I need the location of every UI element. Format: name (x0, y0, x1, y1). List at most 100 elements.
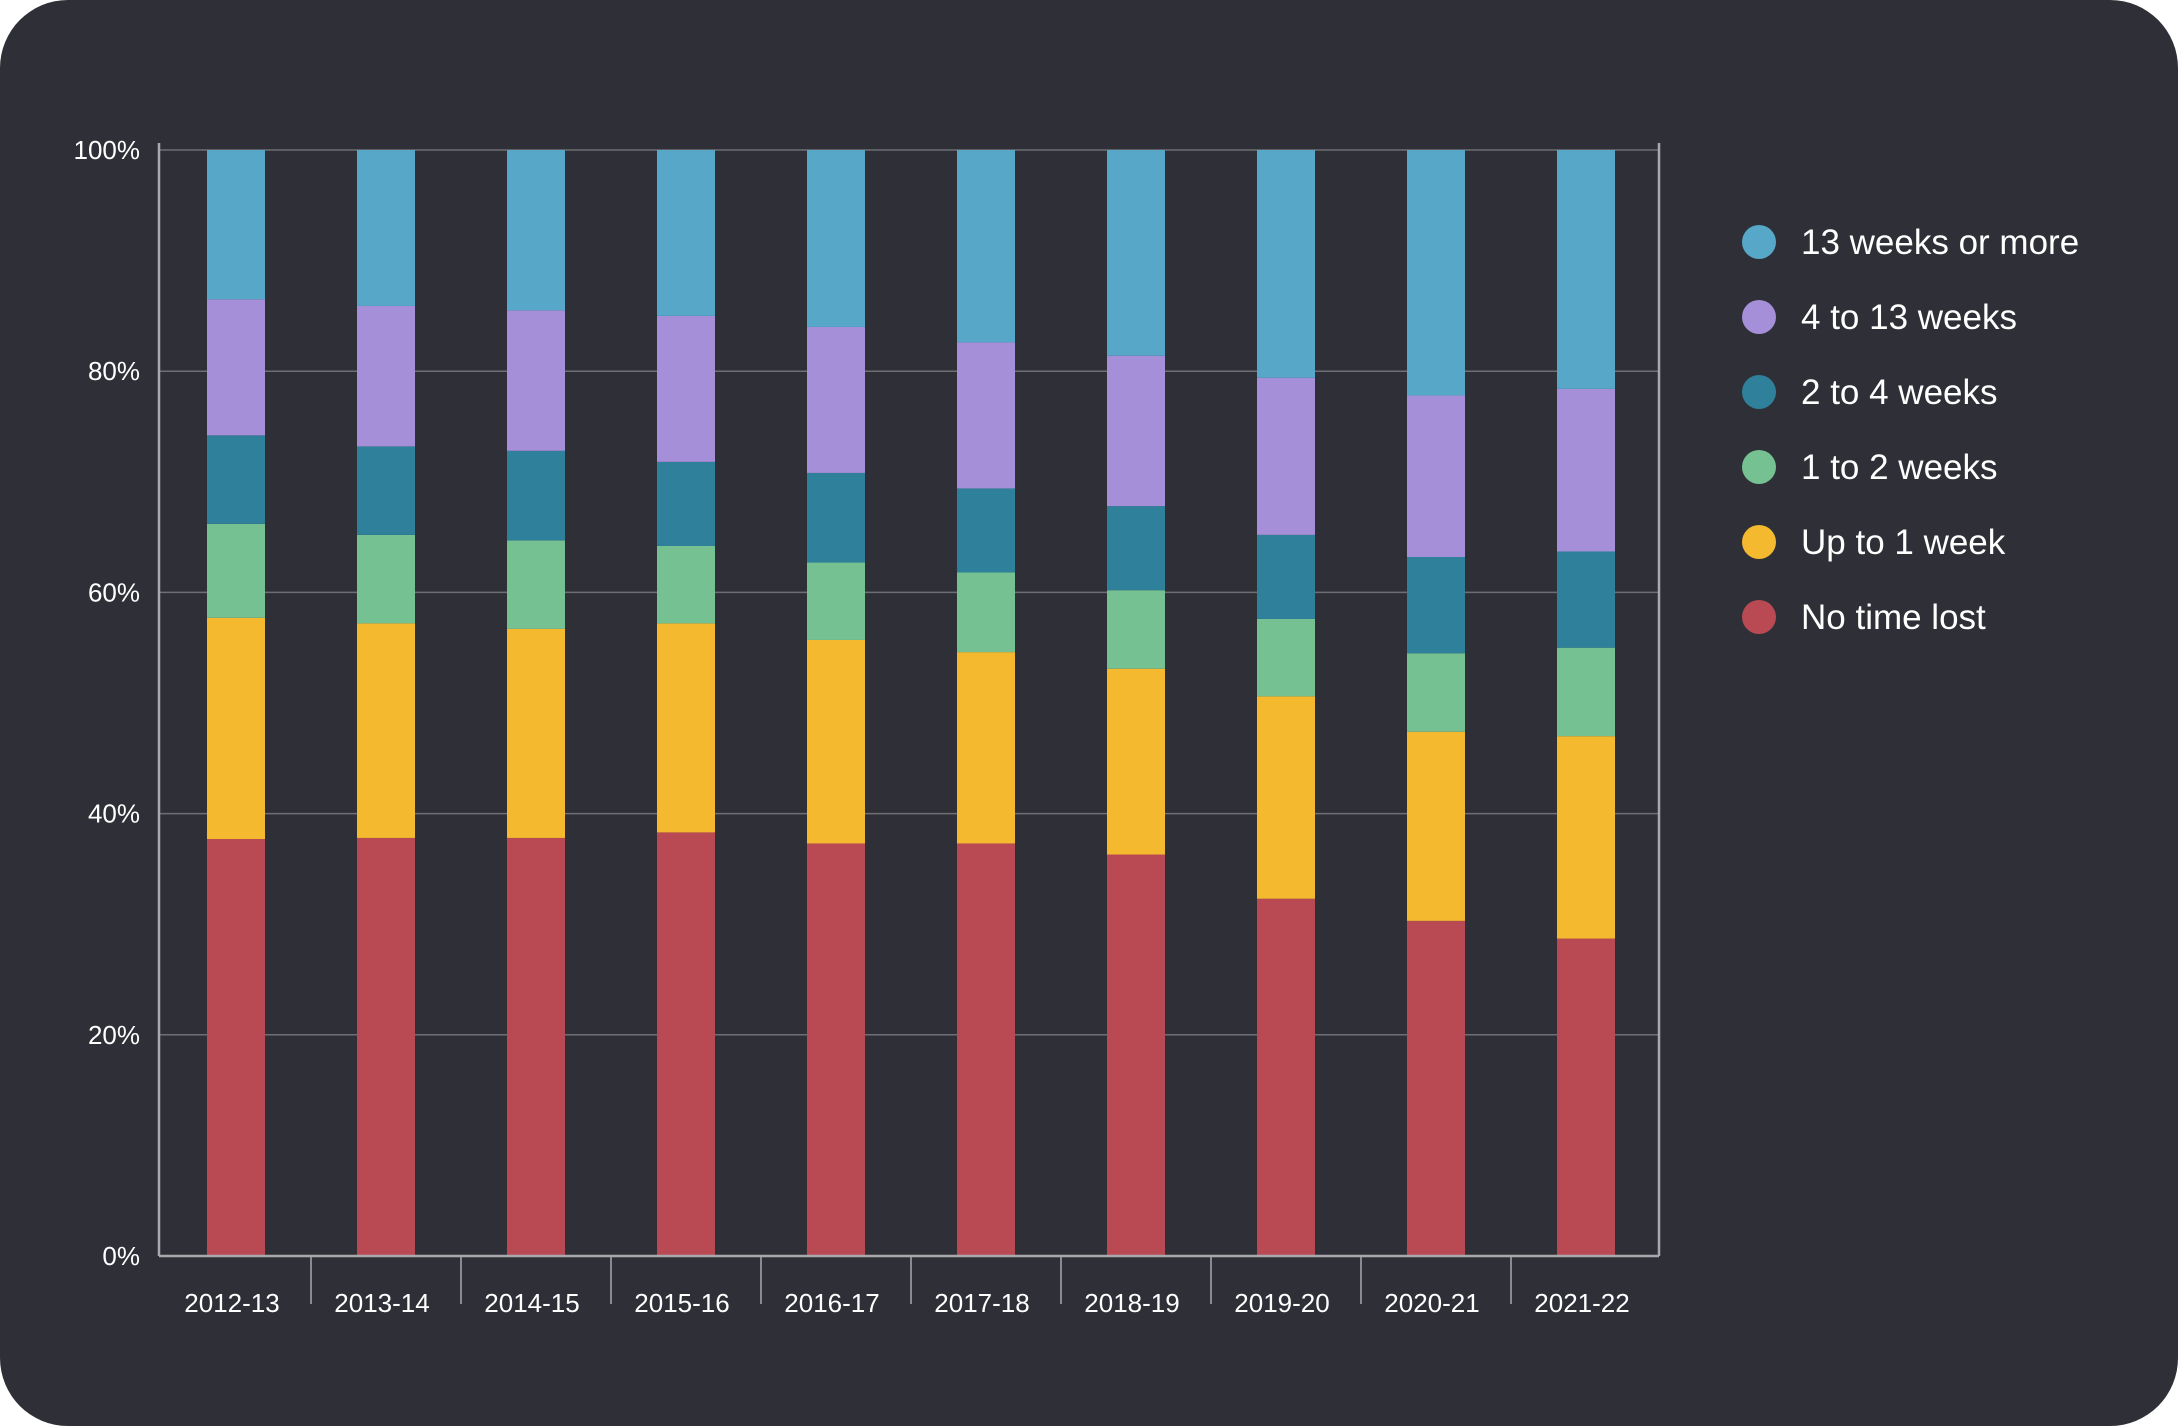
bar-segment (657, 150, 715, 316)
bar-segment (1107, 590, 1165, 669)
bar-segment (807, 150, 865, 327)
legend-item: 2 to 4 weeks (1742, 373, 1998, 412)
x-tick-label: 2014-15 (484, 1288, 579, 1318)
bar-segment (657, 545, 715, 624)
y-tick-label: 80% (88, 356, 140, 386)
bar-segment (207, 299, 265, 436)
bar-segment (807, 843, 865, 1256)
bar-segment (807, 562, 865, 640)
x-tick-label: 2018-19 (1084, 1288, 1179, 1318)
bar-segment (957, 843, 1015, 1256)
bar-segment (1407, 557, 1465, 654)
bar-segment (1557, 388, 1615, 552)
bar-segment (1407, 395, 1465, 558)
legend-label: Up to 1 week (1801, 523, 2006, 562)
bar-segment (1107, 668, 1165, 855)
bar-segment (1107, 854, 1165, 1256)
legend-item: 1 to 2 weeks (1742, 448, 1998, 487)
legend-item: No time lost (1742, 598, 1986, 637)
legend-label: 4 to 13 weeks (1801, 298, 2017, 337)
legend-label: 1 to 2 weeks (1801, 448, 1998, 487)
legend-swatch (1742, 450, 1776, 484)
y-tick-labels: 0% 20% 40% 60% 80% 100% (74, 135, 141, 1271)
bar-segment (957, 342, 1015, 489)
bar-segment (657, 461, 715, 546)
bar-segment (957, 652, 1015, 844)
x-tick-label: 2012-13 (184, 1288, 279, 1318)
bar-segment (357, 837, 415, 1256)
legend-item: 4 to 13 weeks (1742, 298, 2017, 337)
bar-segment (357, 446, 415, 535)
bar-segment (207, 435, 265, 524)
bar-segment (1557, 938, 1615, 1256)
bar-segment (357, 623, 415, 838)
bar-segment (507, 628, 565, 838)
bar-segment (357, 305, 415, 447)
bar-segment (657, 315, 715, 462)
bar-segment (507, 310, 565, 451)
bar-segment (357, 534, 415, 624)
bar-segment (1557, 736, 1615, 939)
bar-segment (1107, 506, 1165, 591)
bar-segment (357, 150, 415, 306)
bar-segment (807, 472, 865, 563)
x-tick-label: 2013-14 (334, 1288, 429, 1318)
legend-swatch (1742, 375, 1776, 409)
bars (207, 150, 1615, 1256)
x-tick-label: 2019-20 (1234, 1288, 1329, 1318)
y-tick-label: 60% (88, 577, 140, 607)
x-tick-label: 2016-17 (784, 1288, 879, 1318)
bar-segment (1257, 898, 1315, 1256)
bar-segment (1107, 355, 1165, 507)
bar-segment (1557, 647, 1615, 737)
legend-item: 13 weeks or more (1742, 223, 2079, 262)
legend-swatch (1742, 300, 1776, 334)
bar-segment (1257, 377, 1315, 535)
x-tick-label: 2015-16 (634, 1288, 729, 1318)
bar-segment (207, 150, 265, 300)
bar-segment (1257, 618, 1315, 697)
y-tick-label: 100% (74, 135, 141, 165)
legend: 13 weeks or more 4 to 13 weeks 2 to 4 week… (1742, 223, 2079, 637)
bar-segment (657, 832, 715, 1256)
legend-swatch (1742, 600, 1776, 634)
bar-segment (1107, 150, 1165, 356)
x-tick-label: 2021-22 (1534, 1288, 1629, 1318)
bar-segment (957, 488, 1015, 573)
bar-segment (1407, 731, 1465, 921)
bar-segment (207, 839, 265, 1256)
bar-segment (1557, 551, 1615, 648)
x-tick-label: 2020-21 (1384, 1288, 1479, 1318)
bar-segment (1407, 653, 1465, 732)
legend-swatch (1742, 225, 1776, 259)
axes (157, 143, 1661, 1258)
y-tick-label: 40% (88, 799, 140, 829)
bar-segment (1407, 150, 1465, 396)
bar-segment (1257, 150, 1315, 378)
y-tick-label: 20% (88, 1020, 140, 1050)
bar-segment (507, 837, 565, 1256)
bar-segment (807, 326, 865, 473)
bar-segment (957, 150, 1015, 343)
legend-label: No time lost (1801, 598, 1986, 637)
bar-segment (807, 639, 865, 844)
x-tick-labels: 2012-13 2013-14 2014-15 2015-16 2016-17 2017-… (184, 1256, 1630, 1318)
x-tick-label: 2017-18 (934, 1288, 1029, 1318)
bar-segment (507, 540, 565, 629)
bar-segment (957, 572, 1015, 653)
legend-label: 13 weeks or more (1801, 223, 2079, 262)
bar-segment (1257, 534, 1315, 619)
legend-swatch (1742, 525, 1776, 559)
bar-segment (207, 617, 265, 840)
bar-segment (1407, 920, 1465, 1256)
bar-segment (207, 523, 265, 618)
bar-segment (1257, 696, 1315, 899)
legend-label: 2 to 4 weeks (1801, 373, 1998, 412)
y-tick-label: 0% (102, 1241, 140, 1271)
legend-item: Up to 1 week (1742, 523, 2006, 562)
bar-segment (657, 623, 715, 833)
bar-segment (507, 450, 565, 541)
bar-segment (1557, 150, 1615, 389)
